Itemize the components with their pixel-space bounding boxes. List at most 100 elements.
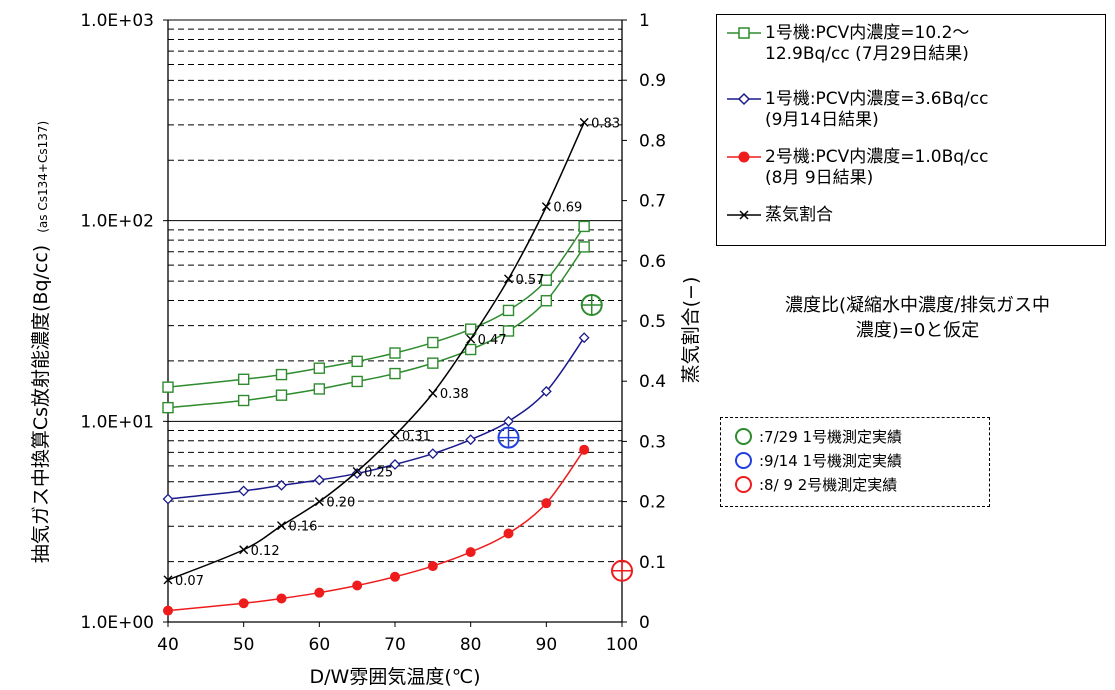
data-point-square bbox=[466, 345, 476, 355]
y2-tick-label: 0.8 bbox=[639, 131, 666, 151]
data-point-circle bbox=[579, 445, 589, 455]
data-point-diamond bbox=[504, 417, 513, 426]
x-tick-label: 80 bbox=[460, 635, 482, 655]
actual-legend-label: :8/ 9 2号機測定実績 bbox=[759, 474, 989, 496]
data-point-circle bbox=[504, 529, 514, 539]
actual-legend-label: :9/14 1号機測定実績 bbox=[759, 450, 989, 472]
actual-points bbox=[499, 295, 633, 581]
data-point-circle bbox=[466, 547, 476, 557]
y-tick-label: 1.0E+02 bbox=[80, 212, 154, 232]
data-point-circle bbox=[314, 588, 324, 598]
actual-legend-label: :7/29 1号機測定実績 bbox=[759, 426, 989, 448]
data-label: 0.47 bbox=[478, 333, 507, 348]
y-axis-title-group: 抽気ガス中換算Cs放射能濃度(Bq/cc) (as Cs134+Cs137) bbox=[30, 121, 52, 563]
x-marker-icon bbox=[725, 205, 763, 226]
assumption-note-text: 濃度比(凝縮水中濃度/排気ガス中 濃度)=0と仮定 bbox=[720, 293, 1115, 343]
data-point-diamond bbox=[428, 449, 437, 458]
data-point-circle bbox=[239, 598, 249, 608]
data-point-square bbox=[504, 305, 514, 315]
data-label: 0.12 bbox=[251, 544, 280, 559]
data-point-x bbox=[467, 335, 475, 343]
x-tick-label: 100 bbox=[606, 635, 638, 655]
data-point-square bbox=[163, 403, 173, 413]
y2-tick-label: 0.3 bbox=[639, 432, 666, 452]
data-point-square bbox=[277, 390, 287, 400]
data-point-square bbox=[314, 363, 324, 373]
data-point-square bbox=[163, 382, 173, 392]
actual-legend: :7/29 1号機測定実績 :9/14 1号機測定実績 :8/ 9 2号機測定実… bbox=[720, 417, 990, 507]
square-marker-icon bbox=[725, 23, 763, 44]
data-point-square bbox=[579, 221, 589, 231]
data-point-diamond bbox=[466, 435, 475, 444]
data-point-square bbox=[239, 396, 249, 406]
series-layer: 0.07 0.12 0.16 0.20 0.25 0.31 0.38 0.47 0.57 0.69… bbox=[163, 116, 620, 615]
legend-label: 1号機:PCV内濃度=3.6Bq/cc (9月14日結果) bbox=[765, 89, 1105, 131]
legend-label: 2号機:PCV内濃度=1.0Bq/cc (8月 9日結果) bbox=[765, 147, 1105, 189]
data-point-square bbox=[390, 369, 400, 379]
y-axis-title-main: 抽気ガス中換算Cs放射能濃度(Bq/cc) bbox=[30, 245, 52, 563]
y2-tick-label: 0.5 bbox=[639, 312, 666, 332]
green-circle-icon bbox=[735, 428, 752, 445]
x-tick-label: 50 bbox=[233, 635, 255, 655]
y2-axis-title: 蒸気割合(−) bbox=[680, 277, 702, 384]
legend-label: 1号機:PCV内濃度=10.2〜 12.9Bq/cc (7月29日結果) bbox=[765, 23, 1105, 65]
y2-tick-label: 1 bbox=[639, 11, 650, 31]
data-label: 0.69 bbox=[553, 201, 582, 216]
data-label: 0.31 bbox=[402, 429, 431, 444]
diamond-marker-icon bbox=[725, 89, 763, 110]
y2-tick-label: 0.4 bbox=[639, 372, 666, 392]
data-point-x bbox=[542, 203, 550, 211]
data-point-square bbox=[541, 296, 551, 306]
circle-marker-icon bbox=[725, 147, 763, 168]
data-label: 0.57 bbox=[516, 273, 545, 288]
data-point-x bbox=[391, 431, 399, 439]
x-tick-label: 90 bbox=[536, 635, 558, 655]
data-point-circle bbox=[541, 498, 551, 508]
data-label: 0.07 bbox=[175, 574, 204, 589]
series-line bbox=[168, 226, 584, 387]
data-label: 0.38 bbox=[440, 387, 469, 402]
x-tick-label: 70 bbox=[384, 635, 406, 655]
y-axis-title: 抽気ガス中換算Cs放射能濃度(Bq/cc) (as Cs134+Cs137) bbox=[30, 121, 52, 563]
data-label: 0.20 bbox=[326, 496, 355, 511]
data-point-square bbox=[239, 374, 249, 384]
assumption-note: 濃度比(凝縮水中濃度/排気ガス中 濃度)=0と仮定 bbox=[720, 293, 1115, 343]
data-point-circle bbox=[163, 606, 173, 616]
data-point-square bbox=[579, 242, 589, 252]
blue-circle-icon bbox=[735, 452, 752, 469]
data-label: 0.83 bbox=[591, 116, 620, 131]
series-line bbox=[168, 122, 584, 580]
data-point-circle bbox=[390, 572, 400, 582]
data-point-square bbox=[428, 338, 438, 348]
data-point-x bbox=[505, 275, 513, 283]
y2-tick-label: 0.9 bbox=[639, 71, 666, 91]
axes bbox=[163, 20, 627, 627]
data-point-square bbox=[277, 370, 287, 380]
x-tick-label: 60 bbox=[309, 635, 331, 655]
data-point-square bbox=[390, 348, 400, 358]
series-line bbox=[168, 247, 584, 408]
data-point-diamond bbox=[239, 486, 248, 495]
legend: 1号機:PCV内濃度=10.2〜 12.9Bq/cc (7月29日結果) 1号機… bbox=[716, 14, 1106, 246]
data-point-circle bbox=[352, 581, 362, 591]
data-point-circle bbox=[277, 593, 287, 603]
x-tick-label: 40 bbox=[157, 635, 179, 655]
data-point-circle bbox=[428, 561, 438, 571]
data-point-square bbox=[352, 356, 362, 366]
y-tick-label: 1.0E+03 bbox=[80, 11, 154, 31]
data-point-square bbox=[314, 384, 324, 394]
data-label: 0.25 bbox=[364, 466, 393, 481]
y2-tick-label: 0.1 bbox=[639, 553, 666, 573]
data-point-square bbox=[352, 376, 362, 386]
y2-tick-label: 0.2 bbox=[639, 493, 666, 513]
red-circle-icon bbox=[735, 476, 752, 493]
data-label: 0.16 bbox=[289, 520, 318, 535]
data-point-x bbox=[278, 522, 286, 530]
data-point-diamond bbox=[315, 476, 324, 485]
y2-tick-label: 0.6 bbox=[639, 252, 666, 272]
y2-tick-label: 0 bbox=[639, 613, 650, 633]
data-point-x bbox=[580, 118, 588, 126]
data-point-diamond bbox=[580, 333, 589, 342]
y-axis-title-sub: (as Cs134+Cs137) bbox=[36, 121, 50, 233]
legend-label: 蒸気割合 bbox=[765, 205, 1105, 226]
